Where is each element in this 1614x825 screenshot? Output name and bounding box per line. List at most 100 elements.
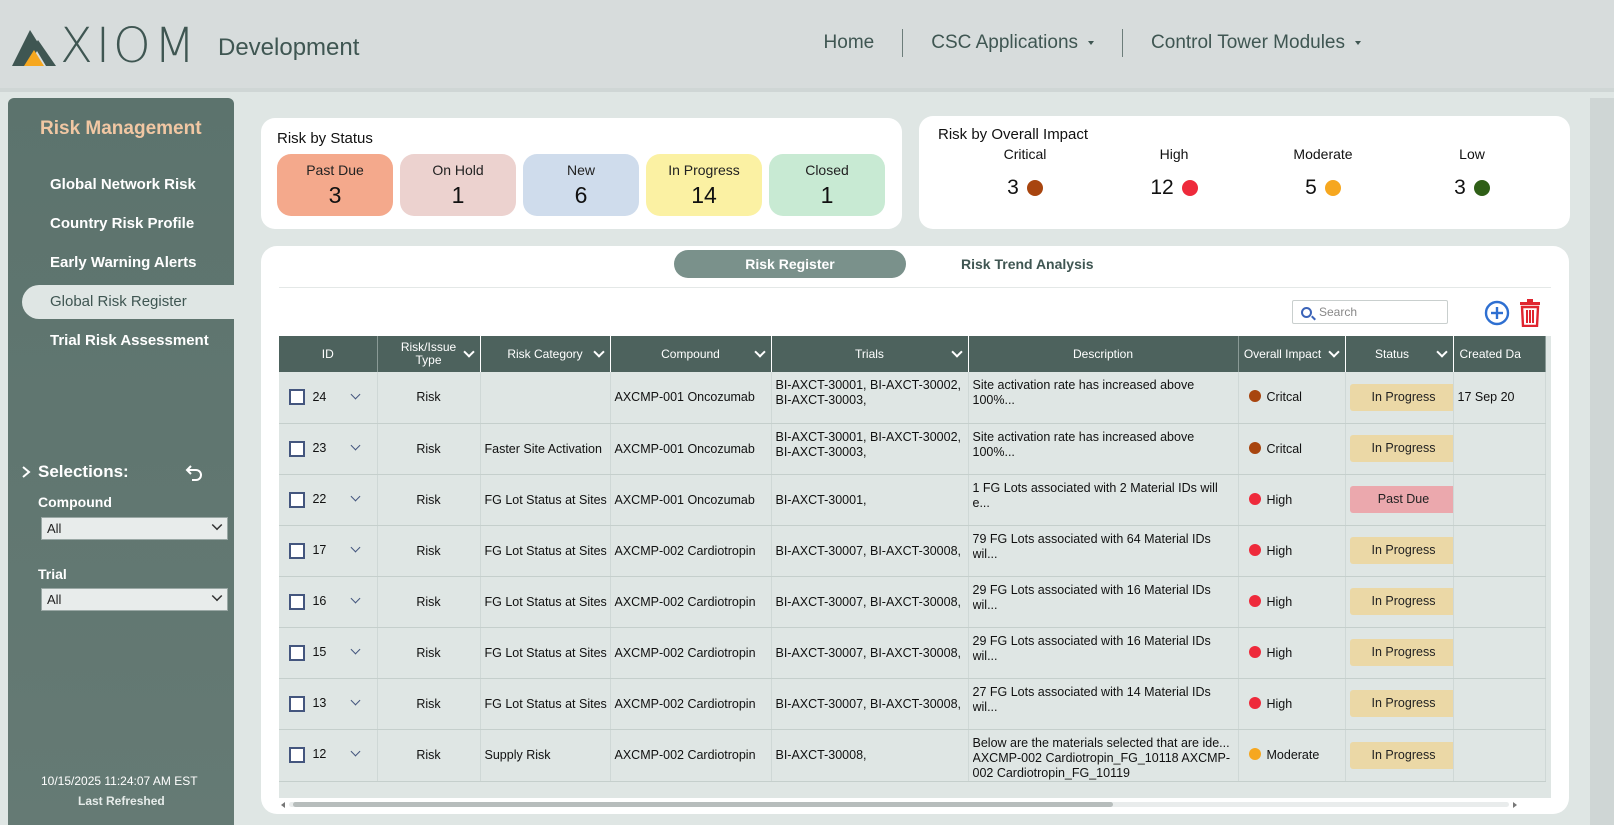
expand-row-chevron-icon[interactable]	[350, 593, 361, 604]
chevron-down-icon[interactable]	[462, 346, 475, 358]
status-pill-past-due[interactable]: Past Due 3	[277, 154, 393, 216]
column-header-trials[interactable]: Trials	[771, 336, 969, 372]
page-vertical-scrollbar[interactable]	[1590, 98, 1614, 825]
compound-select[interactable]: All	[41, 517, 228, 540]
expand-row-chevron-icon[interactable]	[350, 389, 361, 399]
search-input[interactable]: Search	[1292, 300, 1448, 324]
table-row[interactable]: 22 Risk FG Lot Status at Sites AXCMP-001 On…	[279, 474, 1546, 526]
sidebar-item-global-risk-register[interactable]: Global Risk Register	[22, 285, 234, 319]
expand-row-chevron-icon[interactable]	[350, 746, 361, 757]
created-date-cell	[1453, 423, 1546, 475]
expand-row-chevron-icon[interactable]	[350, 491, 361, 502]
tab-risk-register[interactable]: Risk Register	[674, 250, 906, 278]
column-header-risk-category[interactable]: Risk Category	[480, 336, 611, 372]
impact-critical[interactable]: Critical 3	[965, 146, 1085, 200]
sidebar-item-global-network-risk[interactable]: Global Network Risk	[50, 176, 196, 193]
trial-select[interactable]: All	[41, 588, 228, 611]
table-row[interactable]: 12 Risk Supply Risk AXCMP-002 Cardiotropin B…	[279, 729, 1546, 782]
scroll-right-icon[interactable]	[1511, 801, 1519, 809]
expand-row-chevron-icon[interactable]	[350, 440, 361, 451]
risk-type-cell: Risk	[377, 729, 481, 782]
impact-cell: High	[1238, 576, 1346, 628]
compound-cell: AXCMP-002 Cardiotropin	[610, 576, 772, 628]
impact-moderate[interactable]: Moderate 5	[1263, 146, 1383, 200]
chevron-down-icon[interactable]	[592, 346, 605, 358]
column-header-description[interactable]: Description	[968, 336, 1239, 372]
impact-low[interactable]: Low 3	[1412, 146, 1532, 200]
sidebar-item-country-risk-profile[interactable]: Country Risk Profile	[50, 215, 195, 232]
expand-row-chevron-icon[interactable]	[350, 695, 361, 706]
compound-cell: AXCMP-002 Cardiotropin	[610, 678, 772, 730]
column-header-status[interactable]: Status	[1345, 336, 1454, 372]
status-badge[interactable]: Past Due	[1349, 486, 1452, 513]
status-cell: In Progress	[1345, 729, 1454, 782]
status-badge[interactable]: In Progress	[1349, 537, 1452, 564]
status-badge[interactable]: In Progress	[1349, 741, 1452, 769]
table-row[interactable]: 24 Risk AXCMP-001 Oncozumab BI-AXCT-30001, …	[279, 372, 1546, 424]
selections-label: Selections:	[38, 462, 129, 481]
table-row[interactable]: 16 Risk FG Lot Status at Sites AXCMP-002 Ca…	[279, 576, 1546, 628]
tab-divider	[279, 287, 1551, 288]
description-text: 29 FG Lots associated with 16 Material I…	[972, 582, 1211, 612]
selections-toggle[interactable]: Selections:	[20, 462, 129, 482]
column-header-created-date[interactable]: Created Da	[1453, 336, 1546, 372]
sidebar-item-early-warning-alerts[interactable]: Early Warning Alerts	[50, 254, 197, 271]
delete-icon[interactable]	[1518, 299, 1542, 327]
chevron-down-icon[interactable]	[1435, 346, 1448, 358]
status-badge[interactable]: In Progress	[1349, 435, 1452, 462]
expand-row-chevron-icon[interactable]	[350, 644, 361, 655]
sidebar-item-trial-risk-assessment[interactable]: Trial Risk Assessment	[50, 332, 209, 349]
axiom-logo[interactable]: XIOM	[10, 22, 198, 70]
horizontal-scrollbar[interactable]	[279, 800, 1519, 808]
row-checkbox[interactable]	[289, 389, 305, 406]
column-header-id[interactable]: ID	[279, 336, 378, 372]
row-checkbox[interactable]	[289, 644, 305, 661]
nav-home-label: Home	[823, 32, 875, 53]
description-cell: 29 FG Lots associated with 16 Material I…	[968, 627, 1239, 679]
row-checkbox[interactable]	[289, 542, 305, 559]
nav-csc-applications[interactable]: CSC Applications	[903, 29, 1122, 57]
chevron-down-icon[interactable]	[1327, 346, 1340, 358]
add-risk-icon[interactable]	[1484, 300, 1510, 326]
row-checkbox[interactable]	[289, 593, 305, 610]
row-checkbox[interactable]	[289, 440, 305, 457]
impact-high[interactable]: High 12	[1114, 146, 1234, 200]
table-row[interactable]: 17 Risk FG Lot Status at Sites AXCMP-002 Ca…	[279, 525, 1546, 577]
table-row[interactable]: 13 Risk FG Lot Status at Sites AXCMP-002 Ca…	[279, 678, 1546, 730]
status-badge[interactable]: In Progress	[1349, 639, 1452, 666]
status-pill-new[interactable]: New 6	[523, 154, 639, 216]
row-checkbox[interactable]	[289, 747, 305, 763]
status-badge[interactable]: In Progress	[1349, 588, 1452, 615]
id-cell: 17	[279, 525, 378, 577]
risk-category-cell	[480, 372, 611, 424]
logo-text: XIOM	[60, 18, 199, 74]
row-id: 17	[312, 542, 327, 557]
scroll-left-icon[interactable]	[279, 801, 287, 809]
row-checkbox[interactable]	[289, 491, 305, 508]
chevron-down-icon[interactable]	[753, 346, 766, 358]
status-badge[interactable]: In Progress	[1349, 383, 1452, 411]
column-header-risk-issue-type[interactable]: Risk/Issue Type	[377, 336, 481, 372]
trial-filter-label: Trial	[38, 566, 67, 582]
table-row[interactable]: 15 Risk FG Lot Status at Sites AXCMP-002 Ca…	[279, 627, 1546, 679]
chevron-down-icon[interactable]	[950, 346, 963, 358]
risk-category-cell: FG Lot Status at Sites	[480, 525, 611, 577]
column-header-label: Risk/Issue Type	[400, 340, 457, 367]
column-header-overall-impact[interactable]: Overall Impact	[1238, 336, 1346, 372]
column-header-compound[interactable]: Compound	[610, 336, 772, 372]
row-checkbox[interactable]	[289, 695, 305, 712]
nav-control-tower-modules[interactable]: Control Tower Modules	[1123, 29, 1389, 57]
scrollbar-thumb[interactable]	[293, 802, 1113, 807]
status-pill-label: On Hold	[432, 162, 484, 178]
tab-risk-trend-analysis[interactable]: Risk Trend Analysis	[961, 256, 1094, 272]
status-pill-in-progress[interactable]: In Progress 14	[646, 154, 762, 216]
impact-text: Moderate	[1266, 748, 1320, 762]
chevron-down-icon	[211, 590, 223, 602]
undo-icon[interactable]	[182, 462, 206, 486]
table-row[interactable]: 23 Risk Faster Site Activation AXCMP-001 On…	[279, 423, 1546, 475]
status-pill-on-hold[interactable]: On Hold 1	[400, 154, 516, 216]
status-badge[interactable]: In Progress	[1349, 690, 1452, 717]
expand-row-chevron-icon[interactable]	[350, 542, 361, 553]
status-pill-closed[interactable]: Closed 1	[769, 154, 885, 216]
nav-home[interactable]: Home	[796, 29, 903, 57]
